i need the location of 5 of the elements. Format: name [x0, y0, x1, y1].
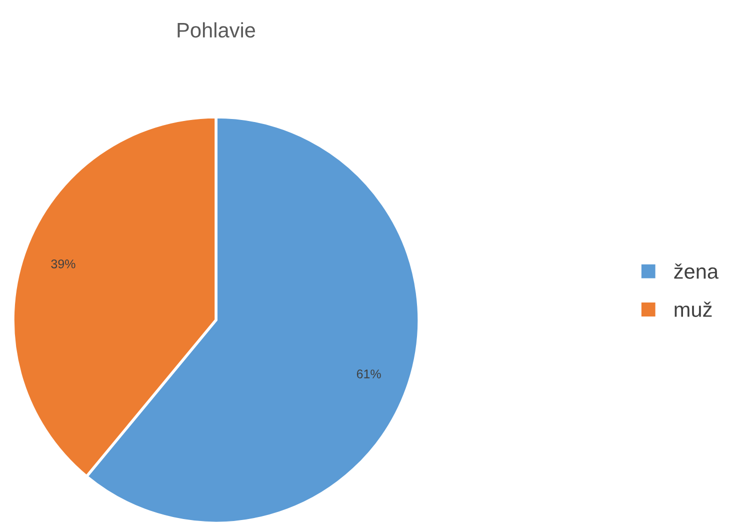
data-label: 39% — [51, 259, 76, 268]
data-label: 61% — [356, 370, 381, 378]
legend-label: muž — [674, 302, 712, 317]
chart-title: Pohlavie — [178, 22, 256, 38]
legend-label: žena — [674, 263, 719, 279]
